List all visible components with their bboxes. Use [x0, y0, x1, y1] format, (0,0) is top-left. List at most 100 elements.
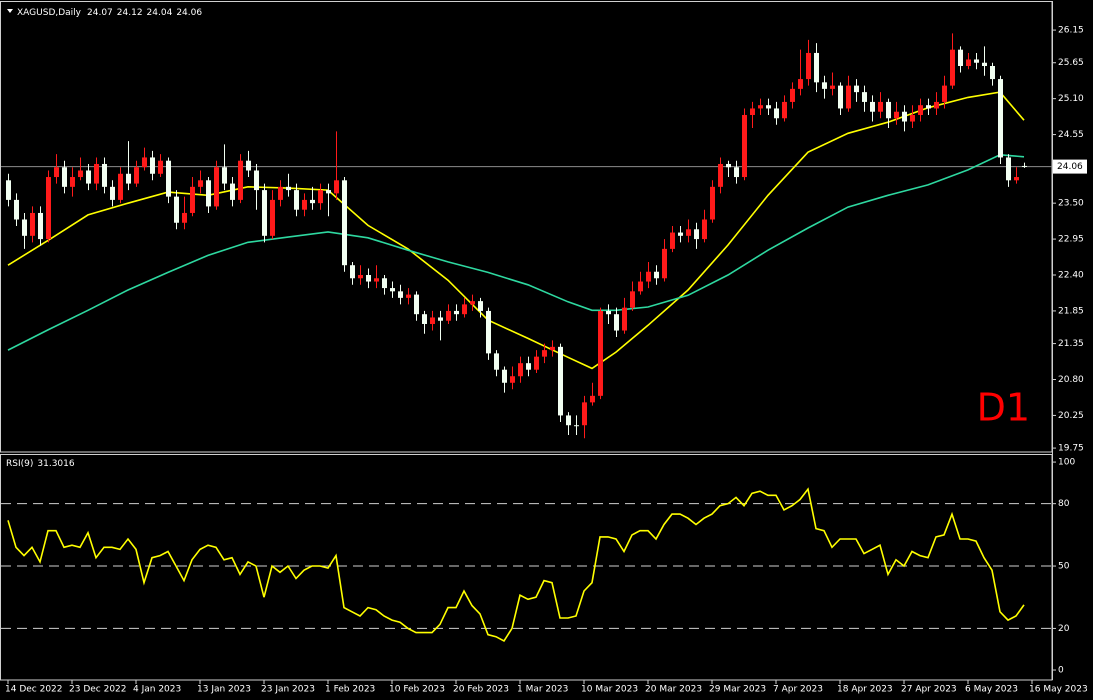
candle-body: [54, 167, 59, 178]
x-tick-label: 4 Jan 2023: [133, 685, 181, 695]
candle-body: [510, 376, 515, 383]
candle-body: [326, 190, 331, 194]
candle-body: [14, 199, 19, 220]
candle: [606, 304, 611, 324]
candle: [126, 141, 131, 191]
candle-body: [182, 212, 187, 223]
candle-body: [454, 310, 459, 315]
candle-body: [934, 101, 939, 109]
candle: [966, 52, 971, 70]
candle-body: [238, 160, 243, 200]
candle-body: [638, 281, 643, 292]
candle: [694, 222, 699, 249]
y-tick-label: 23.50: [1058, 199, 1084, 209]
candle: [630, 281, 635, 311]
candle-body: [318, 190, 323, 204]
candle: [214, 160, 219, 210]
x-tick-label: 23 Dec 2022: [69, 685, 127, 695]
candle: [974, 52, 979, 70]
candle: [398, 284, 403, 305]
candle: [326, 183, 331, 217]
candle-body: [950, 49, 955, 86]
candle: [646, 261, 651, 289]
candle: [950, 33, 955, 89]
candle: [46, 170, 51, 243]
moving-average-line: [7, 153, 1025, 351]
candle-body: [550, 346, 555, 351]
candle-body: [302, 199, 307, 210]
candle: [958, 46, 963, 73]
candle-body: [246, 160, 251, 171]
candle: [686, 219, 691, 243]
candle-body: [862, 92, 867, 102]
candle-body: [942, 85, 947, 102]
y-tick-label: 21.35: [1058, 339, 1084, 349]
candle-body: [734, 167, 739, 178]
candle: [134, 160, 139, 187]
candle: [374, 265, 379, 289]
y-tick-label: 100: [1058, 458, 1075, 468]
candle: [590, 382, 595, 406]
y-tick-label: 50: [1058, 562, 1070, 572]
candle: [886, 98, 891, 129]
candle-body: [670, 232, 675, 249]
y-tick-label: 0: [1058, 666, 1064, 676]
candle: [878, 92, 883, 119]
candle: [998, 75, 1003, 164]
candle: [702, 209, 707, 243]
candle-body: [230, 183, 235, 200]
x-tick-label: 14 Dec 2022: [5, 685, 63, 695]
candle: [782, 95, 787, 122]
candle-body: [374, 278, 379, 282]
candle: [766, 98, 771, 115]
candle-body: [174, 196, 179, 223]
candle-body: [814, 52, 819, 83]
candle-body: [502, 369, 507, 383]
candle-body: [70, 177, 75, 187]
candle: [206, 177, 211, 213]
candle-body: [926, 105, 931, 109]
candle: [438, 310, 443, 341]
candle-body: [902, 111, 907, 122]
candle-body: [286, 186, 291, 191]
candle-body: [142, 157, 147, 168]
x-tick-label: 18 Apr 2023: [837, 685, 893, 695]
x-tick-label: 20 Mar 2023: [645, 685, 702, 695]
rsi-value: 31.3016: [37, 459, 74, 469]
candle: [510, 366, 515, 390]
moving-average-line: [7, 91, 1025, 370]
candle-body: [966, 59, 971, 67]
candle: [174, 190, 179, 230]
candle-body: [654, 271, 659, 279]
candle-body: [558, 346, 563, 416]
candle-body: [758, 105, 763, 109]
candle: [166, 157, 171, 204]
candle-body: [478, 301, 483, 311]
candle-body: [38, 212, 43, 240]
candle-body: [430, 317, 435, 324]
candle-body: [446, 310, 451, 321]
candle: [350, 261, 355, 285]
candle-body: [630, 291, 635, 308]
candle: [774, 101, 779, 125]
candle-body: [6, 180, 11, 200]
candle-body: [382, 278, 387, 289]
menu-triangle[interactable]: [7, 9, 13, 13]
candle: [454, 304, 459, 321]
candle-body: [222, 167, 227, 184]
candle: [1014, 167, 1019, 184]
candle-body: [334, 180, 339, 194]
candle: [550, 340, 555, 357]
candle-body: [662, 248, 667, 279]
candle: [422, 310, 427, 334]
candle-body: [974, 59, 979, 63]
y-tick-label: 22.95: [1058, 235, 1084, 245]
y-tick-label: 21.85: [1058, 306, 1084, 316]
y-tick-label: 26.15: [1058, 26, 1084, 36]
candle-body: [150, 157, 155, 174]
close-value: 24.06: [176, 8, 202, 18]
candle: [246, 150, 251, 178]
candle: [526, 356, 531, 377]
candle-body: [566, 415, 571, 426]
candle: [502, 366, 507, 393]
